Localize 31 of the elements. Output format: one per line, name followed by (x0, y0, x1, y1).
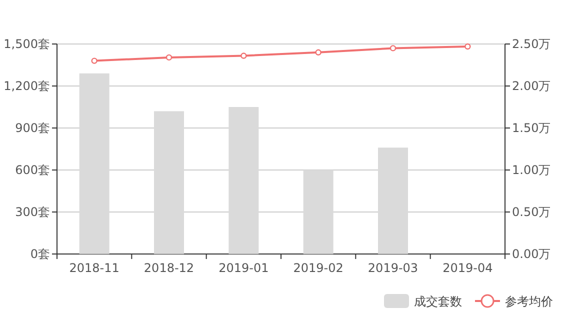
x-tick-label: 2019-02 (293, 261, 344, 275)
y2-tick-label: 2.00万 (512, 79, 551, 93)
y-tick-label: 600套 (15, 163, 50, 177)
y-tick-label: 0套 (30, 247, 50, 261)
x-tick-label: 2019-01 (218, 261, 269, 275)
point (91, 58, 98, 64)
point (464, 43, 471, 50)
y2-tick-label: 2.50万 (512, 37, 551, 51)
y-tick-label: 1,200套 (4, 79, 50, 93)
point (315, 49, 322, 56)
point (166, 54, 172, 61)
point (390, 45, 396, 52)
legend-label: 参考均价 (505, 294, 553, 308)
y2-tick-label: 1.50万 (512, 121, 551, 135)
point (240, 52, 247, 59)
bar (303, 170, 334, 254)
x-tick-label: 2019-03 (368, 261, 418, 275)
x-tick-label: 2018-11 (69, 261, 120, 275)
y2-tick-label: 1.00万 (512, 163, 551, 177)
y-tick-label: 1,500套 (4, 37, 50, 51)
y-tick-label: 900套 (15, 121, 50, 135)
y2-tick-label: 0.50万 (512, 205, 551, 219)
y-tick-label: 300套 (15, 205, 50, 219)
y2-tick-label: 0.00万 (512, 247, 551, 261)
bar (378, 148, 408, 254)
legend-label: 成交套数 (414, 294, 462, 308)
x-tick-label: 2019-04 (442, 261, 493, 275)
bar (154, 111, 184, 254)
x-tick-label: 2018-12 (144, 261, 194, 275)
bar (79, 73, 110, 254)
bar (228, 107, 259, 254)
